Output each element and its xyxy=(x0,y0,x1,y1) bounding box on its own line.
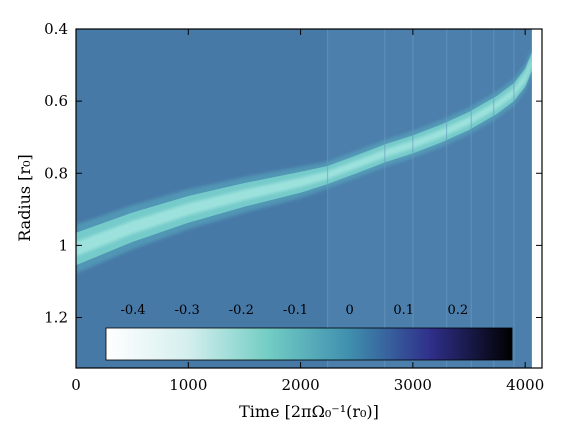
x-axis: 0 1000 2000 3000 4000 xyxy=(71,29,544,394)
x-tick-label: 3000 xyxy=(394,376,432,394)
colorbar-tick-label: -0.1 xyxy=(283,303,308,318)
colorbar-tick-label: -0.3 xyxy=(175,303,200,318)
y-tick-label: 1 xyxy=(58,236,68,254)
colorbar-tick-label: -0.4 xyxy=(121,303,146,318)
colorbar-ticks: -0.4 -0.3 -0.2 -0.1 0 0.1 0.2 xyxy=(121,303,469,318)
colorbar-tick-label: -0.2 xyxy=(229,303,254,318)
heatmap-area xyxy=(76,29,542,368)
no-data-strip xyxy=(531,29,542,368)
y-tick-label: 0.4 xyxy=(44,20,68,38)
x-tick-label: 2000 xyxy=(281,376,319,394)
ridge-core xyxy=(76,57,532,257)
colorbar-bar xyxy=(105,327,513,361)
y-tick-label: 0.8 xyxy=(44,164,68,182)
y-tick-label: 0.6 xyxy=(44,92,68,110)
colorbar-tick-label: 0 xyxy=(345,303,353,318)
colorbar-tick-label: 0.1 xyxy=(393,303,414,318)
heatmap-late-region xyxy=(327,29,532,368)
x-tick-label: 0 xyxy=(71,376,81,394)
x-tick-label: 1000 xyxy=(169,376,207,394)
y-axis: 0.4 0.6 0.8 1 1.2 xyxy=(44,20,542,327)
colorbar-tick-label: 0.2 xyxy=(448,303,469,318)
vertical-streaks xyxy=(326,29,515,368)
colorbar: -0.4 -0.3 -0.2 -0.1 0 0.1 0.2 xyxy=(105,303,513,361)
plot-frame xyxy=(75,28,543,369)
x-axis-label: Time [2πΩ₀⁻¹(r₀)] xyxy=(239,402,379,421)
y-axis-label: Radius [r₀] xyxy=(15,154,34,241)
y-tick-label: 1.2 xyxy=(44,309,68,327)
x-tick-label: 4000 xyxy=(506,376,544,394)
